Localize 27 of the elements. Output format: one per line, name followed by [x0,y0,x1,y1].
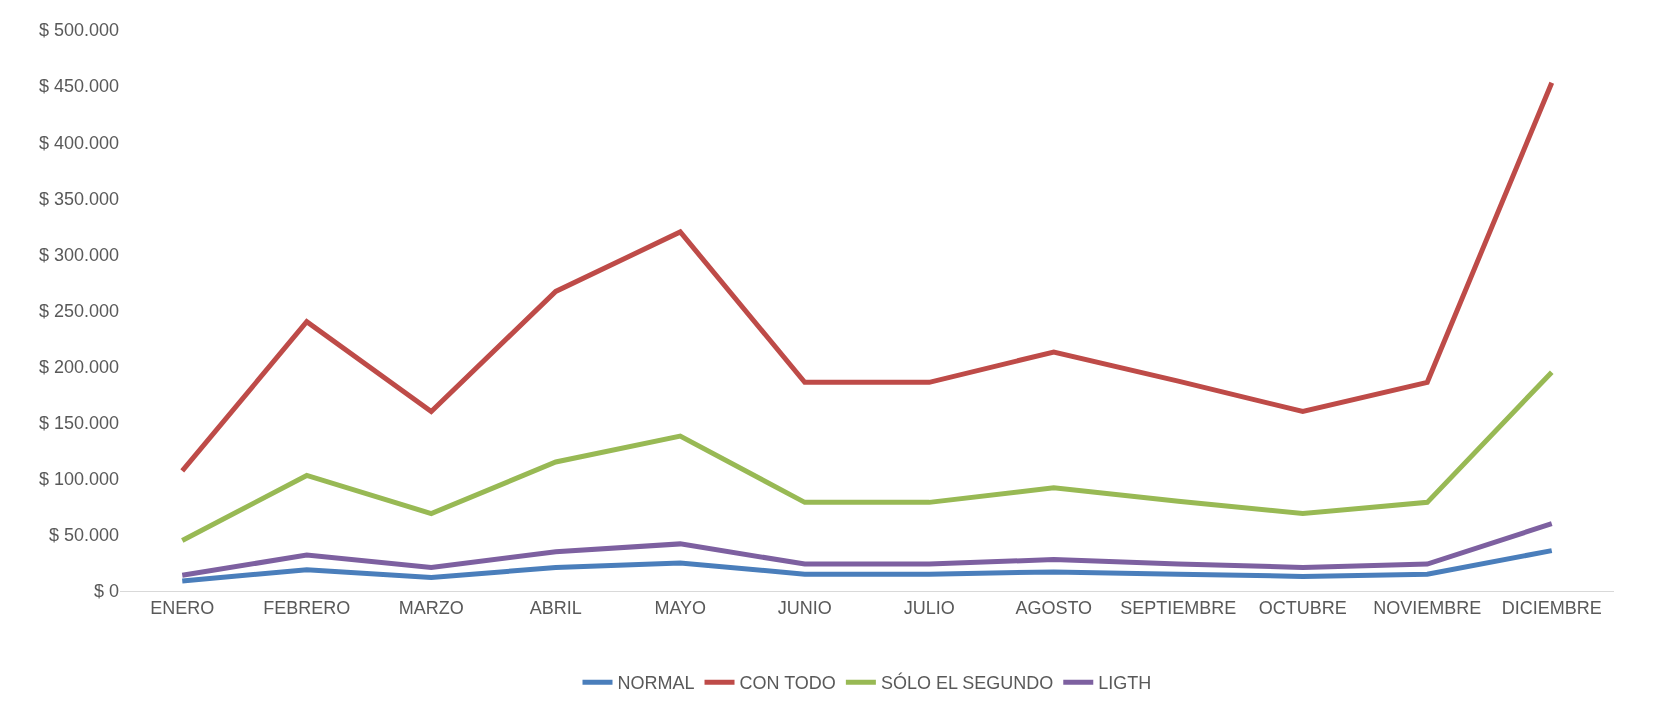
x-tick-label: OCTUBRE [1258,597,1347,618]
y-tick-label: $ 150.000 [38,413,119,433]
y-tick-label: $ 100.000 [38,469,119,490]
legend-label: LIGTH [1098,673,1152,694]
y-tick-label: $ 50.000 [48,525,119,546]
x-tick-label: JUNIO [777,597,832,618]
x-tick-label: AGOSTO [1015,597,1093,618]
y-tick-label: $ 400.000 [38,132,119,153]
y-tick-label: $ 500.000 [38,20,119,41]
y-tick-label: $ 450.000 [38,76,119,97]
x-tick-label: DICIEMBRE [1501,597,1602,618]
x-tick-label: FEBRERO [263,597,351,618]
x-tick-label: NOVIEMBRE [1373,597,1482,618]
x-tick-label: ABRIL [529,597,582,618]
y-tick-label: $ 300.000 [38,244,119,265]
y-tick-label: $ 0 [93,581,119,602]
x-tick-label: MARZO [398,597,464,618]
y-tick-label: $ 200.000 [38,356,119,377]
y-tick-label: $ 250.000 [38,300,119,321]
x-tick-label: ENERO [150,597,215,618]
x-tick-label: SEPTIEMBRE [1120,597,1237,618]
legend-label: NORMAL [617,673,695,694]
legend-label: CON TODO [739,673,836,694]
x-tick-label: JULIO [903,597,955,618]
legend-label: SÓLO EL SEGUNDO [880,672,1054,694]
x-tick-label: MAYO [654,597,707,618]
y-tick-label: $ 350.000 [38,188,119,209]
